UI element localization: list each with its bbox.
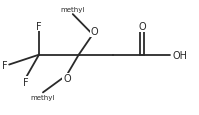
Text: methyl: methyl — [31, 94, 55, 100]
Text: O: O — [139, 22, 146, 32]
Text: F: F — [36, 22, 42, 31]
Text: O: O — [91, 27, 99, 37]
Text: O: O — [63, 74, 71, 84]
Text: F: F — [2, 60, 7, 70]
Text: F: F — [23, 77, 29, 87]
Text: OH: OH — [172, 50, 187, 60]
Text: methyl: methyl — [60, 7, 85, 13]
